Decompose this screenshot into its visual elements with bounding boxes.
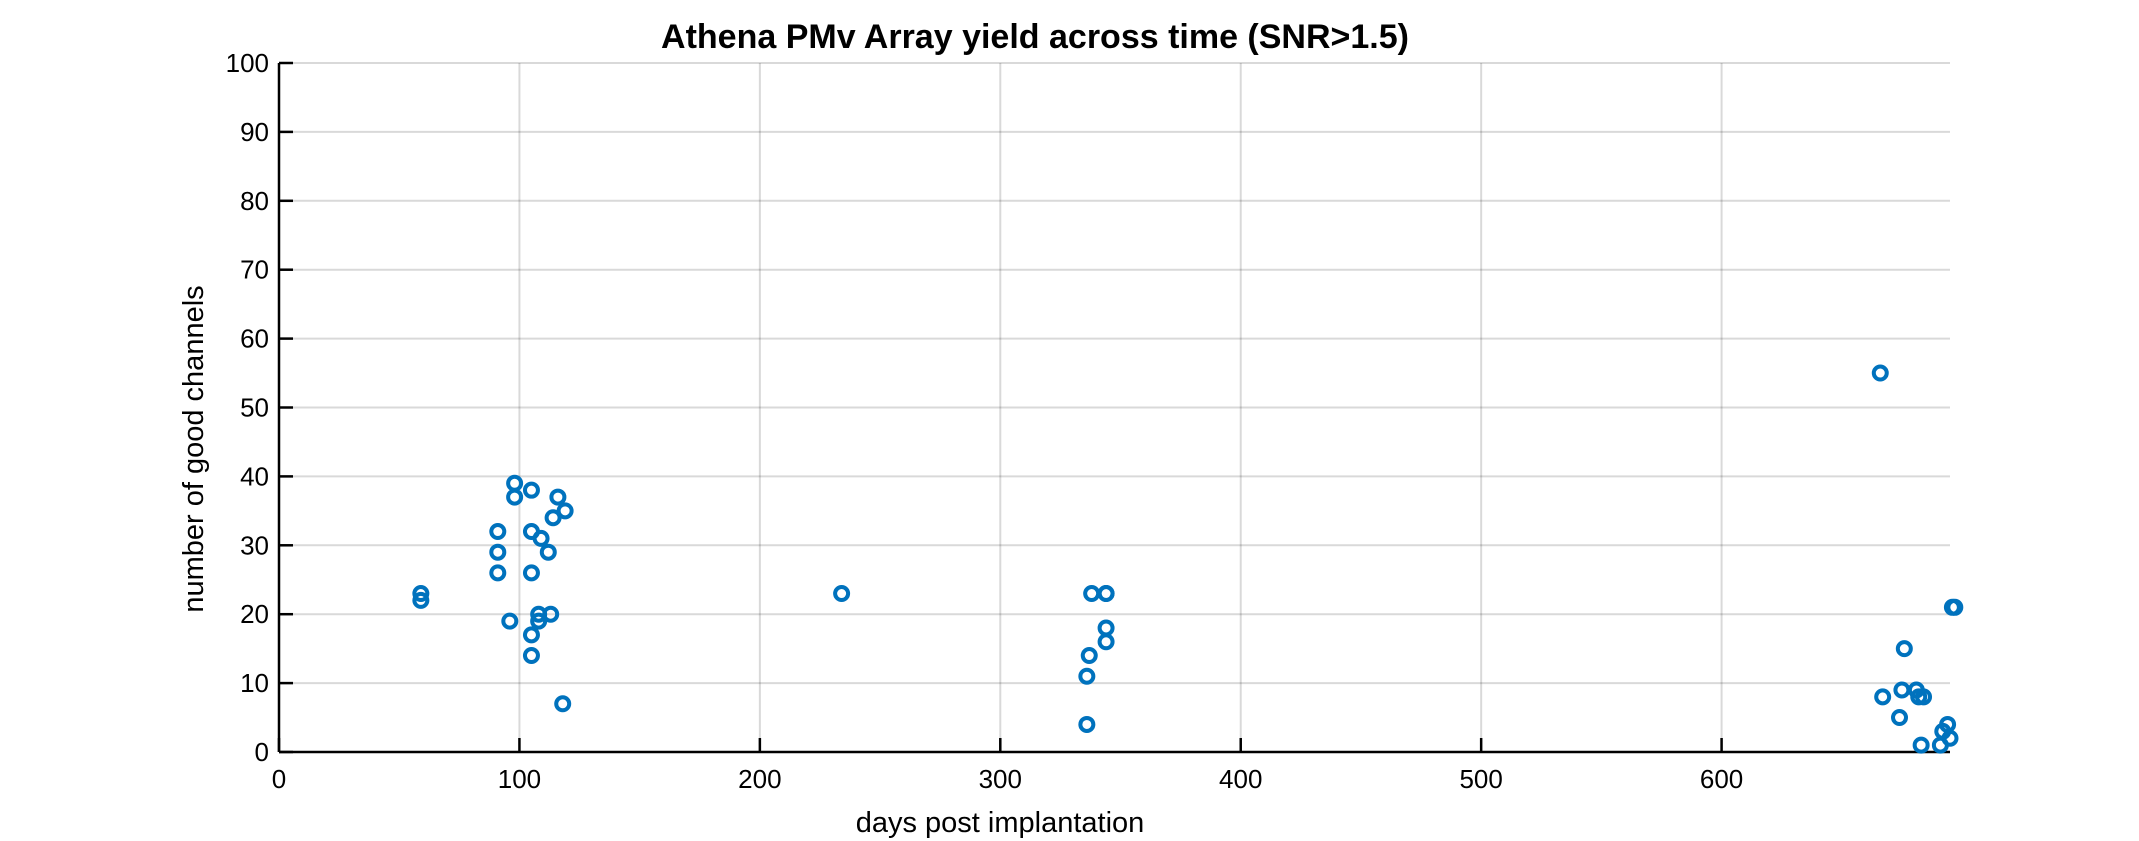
grid-lines xyxy=(279,62,1950,752)
y-tick-label: 0 xyxy=(255,737,269,767)
data-point xyxy=(1078,667,1096,685)
y-tick-label: 50 xyxy=(240,393,269,423)
y-tick-label: 100 xyxy=(226,48,269,78)
data-point xyxy=(1891,709,1909,727)
y-tick-label: 60 xyxy=(240,324,269,354)
data-point xyxy=(522,626,540,644)
x-tick-label: 400 xyxy=(1219,764,1262,794)
x-tick-label: 200 xyxy=(738,764,781,794)
y-tick-label: 40 xyxy=(240,461,269,491)
data-point xyxy=(1871,364,1889,382)
x-tick-label: 600 xyxy=(1700,764,1743,794)
x-tick-label: 0 xyxy=(272,764,286,794)
data-point xyxy=(556,502,574,520)
data-point xyxy=(412,591,430,609)
data-point xyxy=(522,647,540,665)
data-point xyxy=(1078,715,1096,733)
y-axis-ticks: 0 10 20 30 40 50 60 70 80 90 100 xyxy=(226,48,293,767)
data-point xyxy=(1895,640,1913,658)
data-point xyxy=(489,523,507,541)
data-point xyxy=(1083,585,1101,603)
y-tick-label: 20 xyxy=(240,599,269,629)
data-point xyxy=(549,488,567,506)
data-point xyxy=(501,612,519,630)
data-point xyxy=(542,605,560,623)
data-point xyxy=(833,585,851,603)
data-point xyxy=(539,543,557,561)
y-tick-label: 30 xyxy=(240,530,269,560)
x-axis-label: days post implantation xyxy=(856,807,1145,839)
data-point xyxy=(412,585,430,603)
data-point xyxy=(532,529,550,547)
data-point xyxy=(1893,681,1911,699)
data-point xyxy=(544,509,562,527)
data-point xyxy=(489,543,507,561)
chart-title: Athena PMv Array yield across time (SNR>… xyxy=(661,18,1409,56)
data-point xyxy=(489,564,507,582)
data-point xyxy=(1912,736,1930,754)
data-point xyxy=(1915,688,1933,706)
x-tick-label: 100 xyxy=(498,764,541,794)
y-tick-label: 10 xyxy=(240,668,269,698)
data-point xyxy=(530,612,548,630)
x-axis-ticks: 0 100 200 300 400 500 600 xyxy=(272,738,1743,794)
data-point xyxy=(1946,598,1964,616)
data-points xyxy=(412,364,1964,754)
data-point xyxy=(1097,633,1115,651)
data-point xyxy=(1080,647,1098,665)
x-tick-label: 500 xyxy=(1459,764,1502,794)
x-tick-label: 300 xyxy=(979,764,1022,794)
y-tick-label: 70 xyxy=(240,255,269,285)
data-point xyxy=(1097,585,1115,603)
y-tick-label: 90 xyxy=(240,117,269,147)
y-tick-label: 80 xyxy=(240,186,269,216)
data-point xyxy=(506,474,524,492)
data-point xyxy=(1941,729,1959,747)
data-point xyxy=(522,481,540,499)
data-point xyxy=(522,564,540,582)
data-point xyxy=(1097,619,1115,637)
data-point xyxy=(506,488,524,506)
data-point xyxy=(554,695,572,713)
data-point xyxy=(1874,688,1892,706)
y-axis-label: number of good channels xyxy=(178,285,210,612)
